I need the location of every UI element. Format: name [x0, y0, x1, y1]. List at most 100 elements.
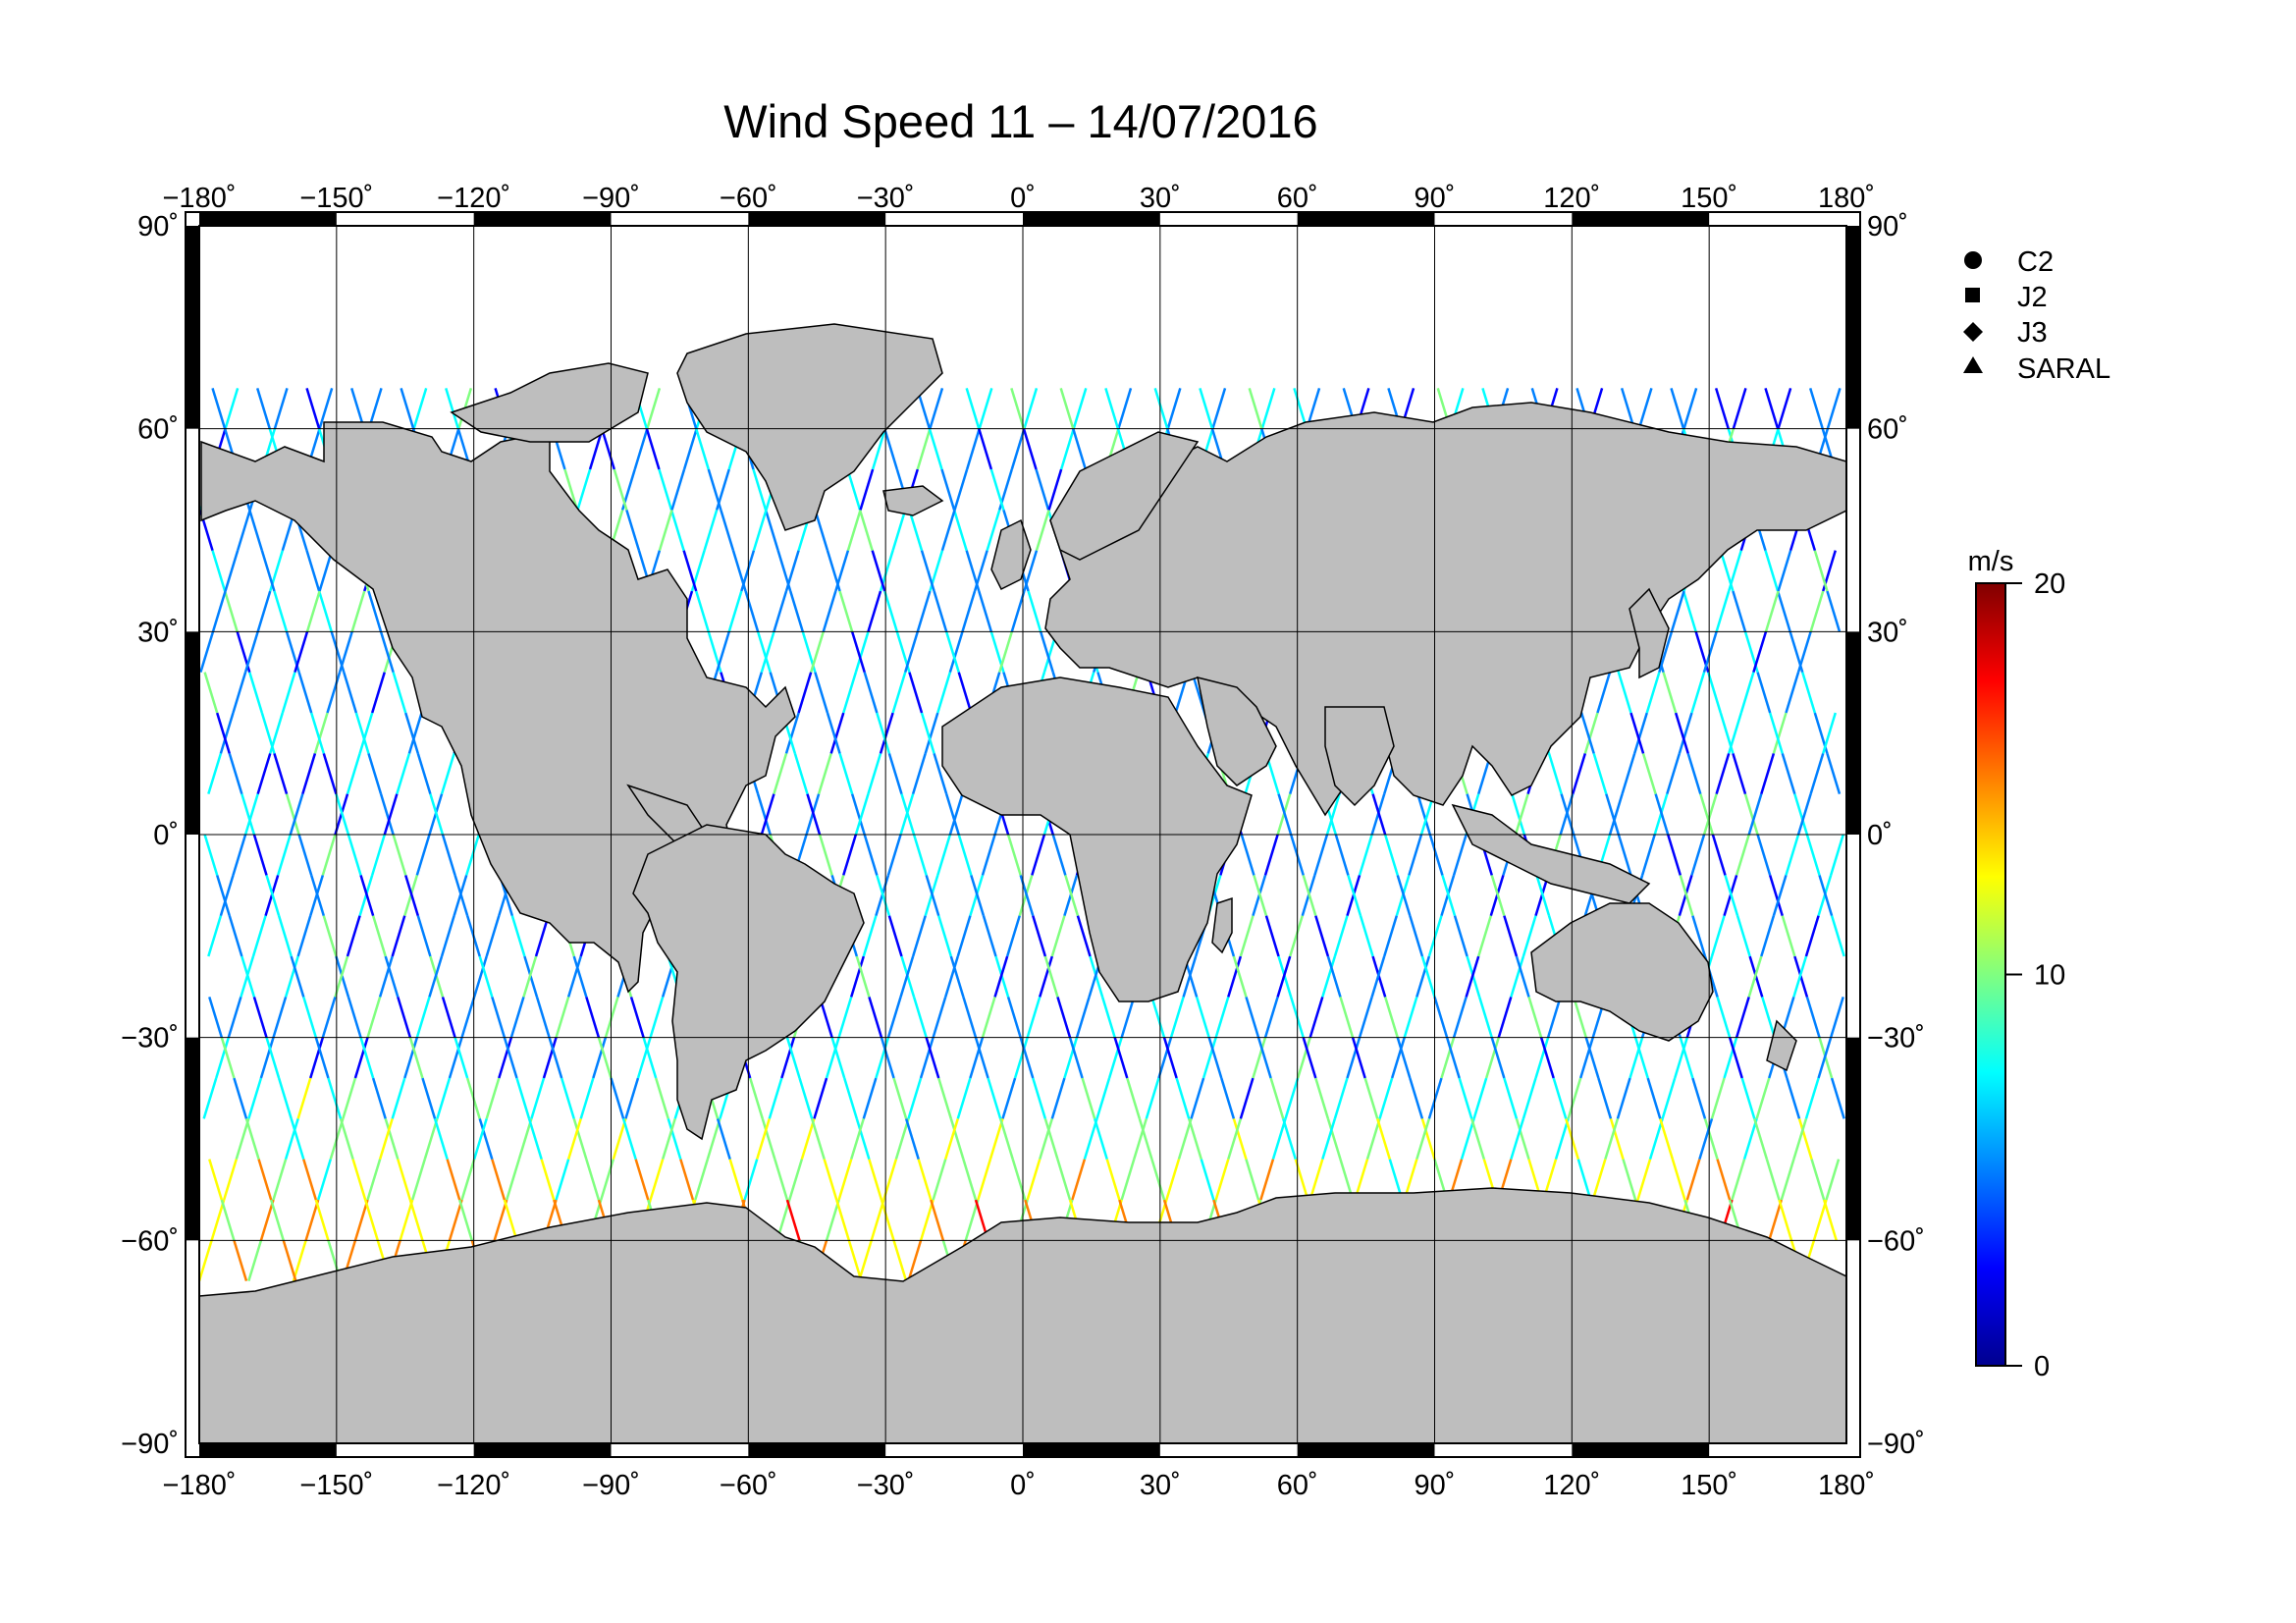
- track-segment: [1731, 1159, 1746, 1201]
- track-segment: [1772, 874, 1788, 917]
- track-segment: [1584, 1037, 1600, 1079]
- track-segment: [228, 915, 243, 957]
- track-segment: [1510, 1117, 1525, 1161]
- track-segment: [1616, 1077, 1631, 1119]
- track-segment: [1390, 1037, 1406, 1079]
- track-segment: [1441, 874, 1457, 917]
- track-segment: [977, 1159, 992, 1201]
- track-segment: [555, 1159, 570, 1201]
- track-segment: [232, 672, 247, 714]
- track-segment: [228, 752, 243, 795]
- track-segment: [1735, 915, 1751, 957]
- track-segment: [1105, 1159, 1121, 1201]
- track-segment: [282, 1239, 297, 1282]
- track-segment: [970, 874, 986, 917]
- track-segment: [522, 955, 538, 998]
- track-segment: [379, 793, 395, 836]
- track-segment: [327, 1077, 343, 1119]
- track-segment: [1195, 996, 1210, 1039]
- track-segment: [211, 590, 227, 632]
- track-segment: [316, 1159, 332, 1201]
- track-segment: [560, 1077, 575, 1119]
- track-segment: [1719, 550, 1735, 592]
- track-segment: [1076, 915, 1092, 957]
- lat-tick-left-2: 30˚: [137, 617, 179, 648]
- track-segment: [883, 590, 899, 632]
- track-segment: [1408, 834, 1423, 876]
- track-segment: [465, 834, 480, 876]
- track-segment: [716, 1117, 731, 1161]
- track-segment: [755, 1117, 771, 1161]
- track-segment: [928, 428, 943, 470]
- track-segment: [256, 752, 272, 795]
- track-segment: [1445, 1037, 1461, 1079]
- track-segment: [1150, 1159, 1166, 1201]
- track-segment: [1576, 1159, 1592, 1201]
- track-segment: [1346, 1037, 1362, 1079]
- track-segment: [682, 428, 698, 470]
- track-segment: [1809, 590, 1825, 632]
- track-segment: [1579, 712, 1595, 754]
- track-segment: [1646, 1077, 1662, 1119]
- track-segment: [1120, 996, 1136, 1039]
- track-segment: [876, 874, 891, 917]
- track-segment: [948, 793, 964, 836]
- track-segment: [510, 915, 526, 957]
- lon-tick-bottom-2: −120˚: [437, 1470, 510, 1501]
- lon-tick-bottom-11: 150˚: [1681, 1470, 1737, 1501]
- track-segment: [359, 1037, 375, 1079]
- track-segment: [974, 1037, 989, 1079]
- track-segment: [1031, 834, 1046, 876]
- track-segment: [1572, 752, 1587, 795]
- track-segment: [932, 996, 947, 1039]
- track-segment: [1510, 955, 1525, 998]
- track-segment: [548, 1037, 563, 1079]
- track-segment: [916, 428, 932, 470]
- track-segment: [259, 1199, 275, 1241]
- track-segment: [248, 509, 264, 552]
- japan: [1629, 587, 1670, 679]
- track-segment: [304, 1199, 320, 1241]
- track-segment: [1747, 793, 1763, 836]
- track-segment: [1365, 1117, 1381, 1161]
- track-segment: [1169, 996, 1185, 1039]
- track-segment: [408, 1037, 424, 1079]
- track-segment: [1051, 834, 1067, 876]
- track-segment: [1728, 1037, 1743, 1079]
- track-segment: [1175, 1077, 1191, 1119]
- track-segment: [273, 387, 289, 430]
- track-segment: [944, 955, 960, 998]
- triangle-icon: [1963, 356, 1983, 373]
- track-segment: [566, 955, 582, 998]
- track-segment: [859, 468, 875, 511]
- track-segment: [1829, 834, 1844, 876]
- track-segment: [1785, 834, 1800, 876]
- canadian-islands: [450, 362, 649, 443]
- track-segment: [1095, 1077, 1111, 1119]
- track-segment: [1710, 915, 1726, 957]
- lat-tick-left-3: 0˚: [153, 820, 179, 851]
- track-segment: [597, 1037, 613, 1079]
- track-segment: [1678, 712, 1693, 754]
- track-segment: [930, 1199, 945, 1241]
- track-segment: [314, 1037, 330, 1079]
- track-segment: [1484, 1037, 1500, 1079]
- track-segment: [542, 1037, 558, 1079]
- track-segment: [318, 550, 334, 592]
- track-segment: [210, 1199, 226, 1241]
- track-segment: [515, 1077, 531, 1119]
- track-segment: [1177, 1117, 1193, 1161]
- track-segment: [1641, 752, 1657, 795]
- track-segment: [1690, 834, 1706, 876]
- track-segment: [297, 672, 313, 714]
- track-segment: [949, 1117, 965, 1161]
- track-segment: [993, 955, 1009, 998]
- track-segment: [1809, 752, 1825, 795]
- track-segment: [925, 1037, 940, 1079]
- madagascar: [1211, 896, 1233, 954]
- track-segment: [937, 1077, 953, 1119]
- track-segment: [891, 672, 907, 714]
- track-segment: [1535, 874, 1551, 917]
- track-segment: [491, 1159, 507, 1201]
- track-segment: [937, 915, 953, 957]
